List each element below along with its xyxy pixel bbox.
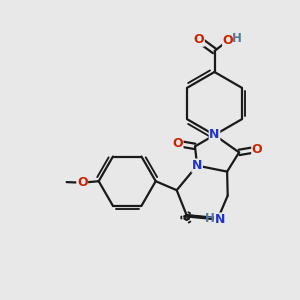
Text: O: O <box>172 137 183 150</box>
Text: H: H <box>204 212 214 225</box>
Text: N: N <box>214 213 225 226</box>
Text: N: N <box>209 128 220 142</box>
Text: O: O <box>194 33 204 46</box>
Text: O: O <box>252 143 262 156</box>
Text: H: H <box>232 32 242 46</box>
Text: O: O <box>77 176 88 189</box>
Text: N: N <box>192 159 202 172</box>
Text: O: O <box>223 34 233 47</box>
